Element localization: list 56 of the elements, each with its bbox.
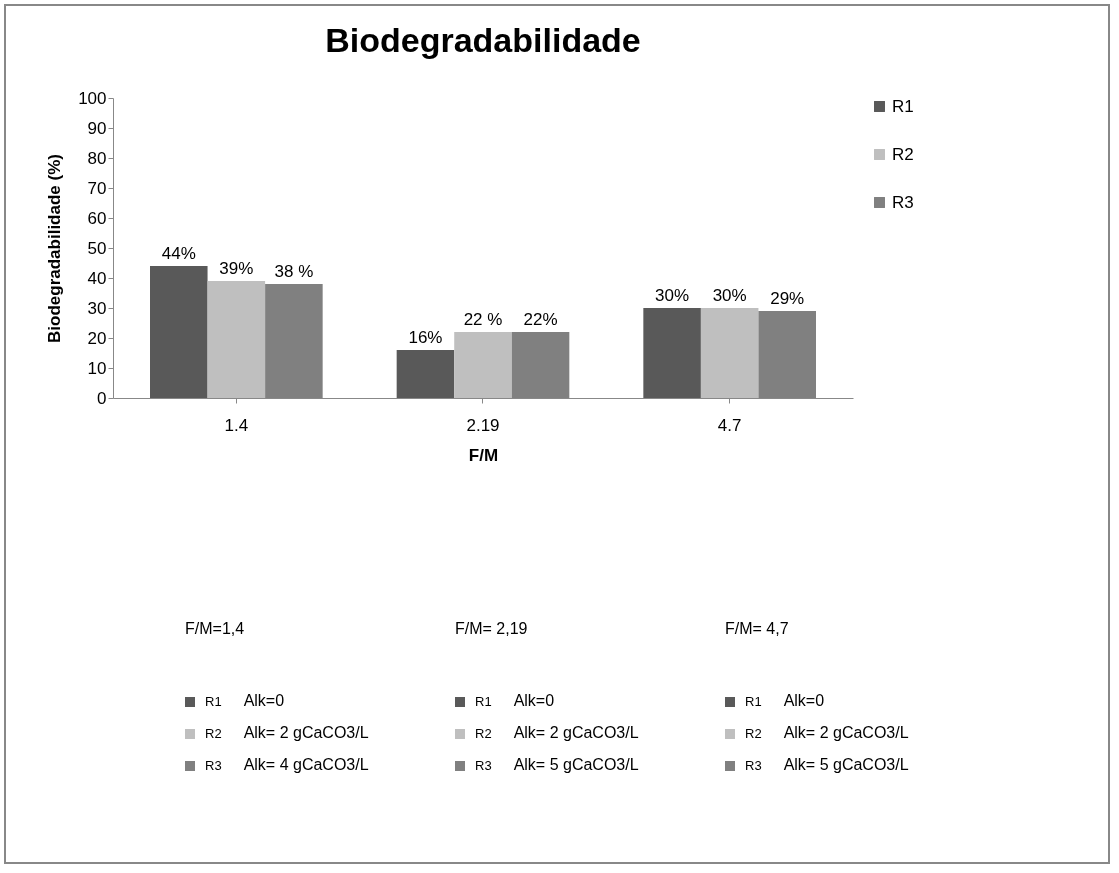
- x-axis-title: F/M: [468, 445, 499, 465]
- text: Alk=0: [243, 692, 285, 709]
- data-label: 22%: [523, 310, 558, 329]
- text: R1: [475, 694, 492, 709]
- chart-title: Biodegradabilidade: [325, 21, 641, 59]
- data-label: 38 %: [274, 262, 314, 281]
- y-tick-label: 0: [97, 388, 107, 408]
- bar: [454, 332, 512, 398]
- text: Alk=0: [513, 692, 555, 709]
- text: R2: [475, 726, 492, 741]
- text: F/M= 2,19: [455, 620, 529, 638]
- y-tick-label: 50: [87, 238, 107, 258]
- data-label: 16%: [408, 328, 443, 347]
- bar: [396, 350, 455, 398]
- text: R2: [745, 726, 762, 741]
- data-label: 30%: [712, 286, 747, 305]
- y-tick-label: 80: [87, 148, 107, 168]
- y-tick-label: 10: [87, 358, 107, 378]
- text: Alk= 4 gCaCO3/L: [243, 756, 369, 773]
- bar: [643, 308, 701, 398]
- text: Alk= 5 gCaCO3/L: [783, 756, 909, 773]
- text: F/M=1,4: [185, 620, 246, 638]
- text: R3: [205, 758, 222, 773]
- legend-label: R2: [892, 144, 914, 164]
- bar: [150, 266, 208, 398]
- y-tick-label: 90: [87, 118, 107, 138]
- legend-label: R3: [892, 192, 914, 212]
- y-tick-label: 100: [78, 88, 107, 108]
- y-tick-label: 40: [87, 268, 107, 288]
- x-tick-label: 2.19: [466, 415, 500, 435]
- text: Alk= 2 gCaCO3/L: [513, 724, 639, 741]
- x-tick-label: 4.7: [717, 415, 742, 435]
- data-label: 39%: [219, 259, 254, 278]
- text: R3: [475, 758, 492, 773]
- y-tick-label: 20: [87, 328, 107, 348]
- y-tick-label: 30: [87, 298, 107, 318]
- y-tick-label: 60: [87, 208, 107, 228]
- data-label: 30%: [655, 286, 690, 305]
- bar: [207, 281, 266, 398]
- data-label: 44%: [161, 244, 196, 263]
- y-tick-label: 70: [87, 178, 107, 198]
- text: R2: [205, 726, 222, 741]
- data-label: 29%: [770, 289, 805, 308]
- x-tick-label: 1.4: [224, 415, 249, 435]
- text: R1: [745, 694, 762, 709]
- text: Alk=0: [783, 692, 825, 709]
- text: Alk= 2 gCaCO3/L: [243, 724, 369, 741]
- text: R1: [205, 694, 222, 709]
- text: Alk= 2 gCaCO3/L: [783, 724, 909, 741]
- text: R3: [745, 758, 762, 773]
- text: F/M= 4,7: [725, 620, 790, 638]
- legend-label: R1: [892, 96, 914, 116]
- bar: [700, 308, 759, 398]
- y-axis-title: Biodegradabilidade (%): [45, 154, 65, 343]
- data-label: 22 %: [463, 310, 503, 329]
- text: Alk= 5 gCaCO3/L: [513, 756, 639, 773]
